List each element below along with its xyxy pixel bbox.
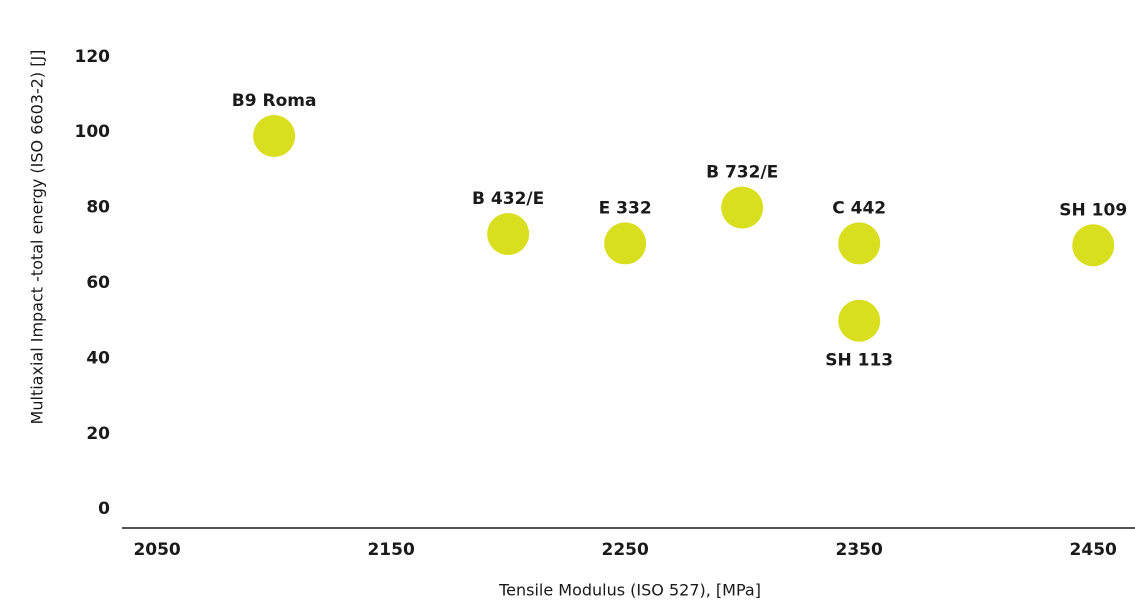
point-label: E 332 xyxy=(599,198,652,218)
x-tick-label: 2350 xyxy=(836,540,883,560)
point xyxy=(838,222,881,265)
y-tick-label: 80 xyxy=(86,198,110,218)
y-tick-label: 60 xyxy=(86,273,110,293)
point xyxy=(253,115,296,157)
point xyxy=(721,186,764,229)
y-tick-label: 20 xyxy=(86,424,110,444)
y-tick-label: 120 xyxy=(75,47,111,67)
point-label: B9 Roma xyxy=(232,91,317,111)
point-label: C 442 xyxy=(832,198,886,218)
point-label: B 432/E xyxy=(472,189,544,209)
y-tick-label: 40 xyxy=(86,348,110,368)
x-tick-label: 2050 xyxy=(133,540,180,560)
x-tick-label: 2450 xyxy=(1070,540,1117,560)
point xyxy=(1072,224,1115,267)
point xyxy=(838,299,881,342)
x-axis-label: Tensile Modulus (ISO 527), [MPa] xyxy=(498,581,761,600)
point xyxy=(487,213,530,255)
y-axis-label: Multiaxial Impact -total energy (ISO 660… xyxy=(28,50,47,425)
point-label: B 732/E xyxy=(706,163,778,183)
x-tick-label: 2150 xyxy=(367,540,414,560)
x-tick-label: 2250 xyxy=(601,540,648,560)
y-tick-label: 0 xyxy=(98,499,110,519)
point-label: SH 113 xyxy=(825,351,893,371)
y-tick-label: 100 xyxy=(75,122,111,142)
point-label: SH 109 xyxy=(1059,200,1127,220)
point xyxy=(604,222,647,265)
